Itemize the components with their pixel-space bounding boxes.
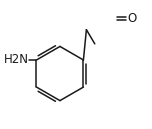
Text: O: O [127, 12, 136, 25]
Text: H2N: H2N [4, 53, 29, 66]
